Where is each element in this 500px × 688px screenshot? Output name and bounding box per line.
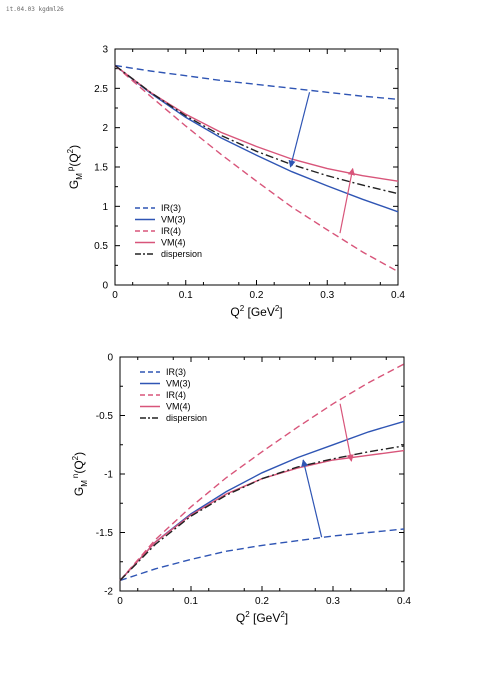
series-line-vm4 — [114, 64, 399, 182]
y-axis-label: GMn(Q2) — [71, 452, 89, 496]
legend: IR(3) VM(3)IR(4) VM(4)dispersion — [140, 367, 207, 423]
legend-label: VM(3) — [166, 379, 191, 389]
legend-label: IR(4) — [161, 226, 181, 236]
x-tick-label: 0.2 — [255, 596, 269, 607]
legend: IR(3) VM(3)IR(4) VM(4)dispersion — [135, 203, 202, 259]
legend-label: VM(4) — [166, 402, 191, 412]
x-axis-label: Q2 [GeV2] — [236, 610, 288, 625]
legend-label: VM(3) — [161, 215, 186, 225]
y-axis-label: GMp(Q2) — [66, 145, 84, 189]
legend-label: IR(3) — [161, 203, 181, 213]
x-tick-label: 0.2 — [250, 290, 264, 301]
plot-frame — [114, 48, 399, 286]
y-tick-label: 2 — [102, 123, 108, 134]
chart-proton-magnetic-form-factor: 0 0.1 0.2 0.3 0.4 0 0.5 1 1.5 2 2.5 3 IR(3) VM(3)IR(4… — [66, 45, 405, 320]
page-header: it.04.03 kgdml26 — [6, 6, 64, 13]
y-tick-label: 0.5 — [94, 241, 108, 252]
chart-neutron-magnetic-form-factor: 0 0.1 0.2 0.3 0.4 -2 -1.5 -1 -0.5 0 IR(3) VM(3)IR(4… — [71, 353, 411, 626]
plot-frame — [119, 356, 405, 592]
y-tick-label: 0 — [102, 281, 108, 292]
x-tick-label: 0 — [112, 290, 118, 301]
x-tick-label: 0 — [117, 596, 123, 607]
legend-label: dispersion — [166, 413, 207, 423]
y-tick-label: -1 — [104, 470, 113, 481]
x-tick-label: 0.4 — [391, 290, 405, 301]
series-line-dispersion — [114, 64, 399, 195]
legend-label: VM(4) — [161, 238, 186, 248]
y-tick-label: -2 — [104, 587, 113, 598]
y-tick-label: 1.5 — [94, 163, 108, 174]
series-line-vm3 — [114, 64, 399, 213]
series-line-ir4 — [114, 64, 399, 273]
legend-label: IR(3) — [166, 367, 186, 377]
series-line-ir3 — [119, 528, 405, 582]
annotation-arrow-pink — [339, 403, 354, 462]
series-line-vm4 — [119, 449, 405, 581]
annotation-arrow-blue — [301, 459, 323, 538]
series-line-ir4 — [119, 363, 405, 581]
x-tick-label: 0.1 — [179, 290, 193, 301]
y-tick-label: 2.5 — [94, 84, 108, 95]
x-tick-label: 0.4 — [397, 596, 411, 607]
annotation-arrow-blue — [288, 92, 311, 168]
legend-label: IR(4) — [166, 390, 186, 400]
x-axis-label: Q2 [GeV2] — [230, 304, 282, 319]
series-line-ir3 — [114, 64, 399, 100]
y-tick-label: 0 — [107, 353, 113, 364]
y-tick-label: -1.5 — [96, 528, 114, 539]
y-tick-label: 3 — [102, 45, 108, 56]
x-tick-label: 0.3 — [326, 596, 340, 607]
annotation-arrow-pink — [339, 167, 355, 234]
series-line-dispersion — [119, 445, 405, 581]
x-tick-label: 0.1 — [184, 596, 198, 607]
x-tick-label: 0.3 — [320, 290, 334, 301]
y-tick-label: 1 — [102, 202, 108, 213]
series-line-vm3 — [119, 420, 405, 581]
legend-label: dispersion — [161, 249, 202, 259]
y-tick-label: -0.5 — [96, 411, 114, 422]
